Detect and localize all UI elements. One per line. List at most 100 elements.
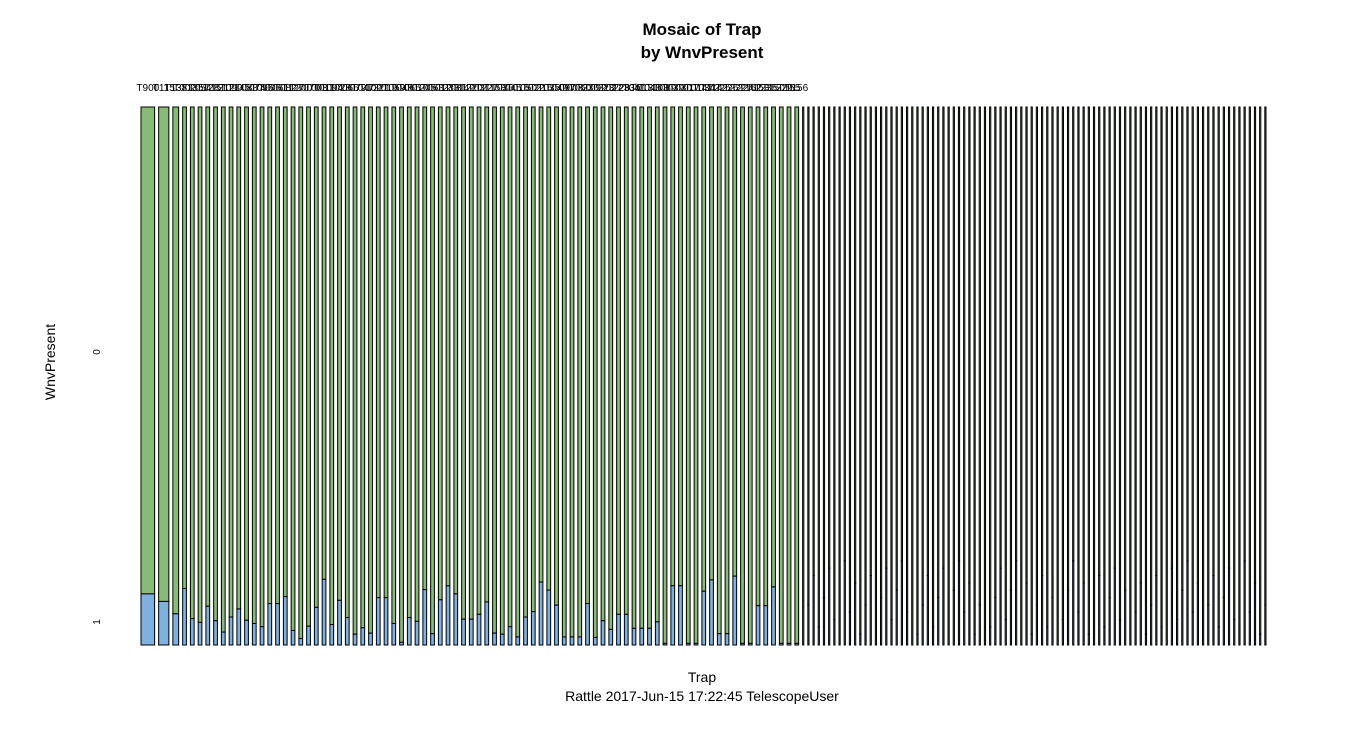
mosaic-tile-level-1 [360,627,366,646]
trap-tick-label: T028 [328,83,351,94]
mosaic-tile-level-0 [406,106,412,619]
mosaic-tile-level-1 [1113,567,1116,646]
trap-tick-label: T066 [336,83,359,94]
mosaic-tile-level-0 [337,106,342,601]
mosaic-tile-level-0 [1243,106,1246,562]
trap-tick-label: T229 [770,83,793,94]
mosaic-tile-level-0 [623,106,629,615]
mosaic-tile-level-0 [1201,106,1205,646]
mosaic-tile-level-1 [859,633,862,646]
mosaic-tile-level-0 [1087,106,1090,635]
trap-tick-label: T054 [189,83,212,94]
mosaic-tile-level-0 [937,106,940,599]
mosaic-tile-level-0 [569,106,575,638]
mosaic-tile-level-1 [337,599,342,646]
trap-tick-label: T235 [754,83,777,94]
trap-tick-label: T061 [266,83,289,94]
mosaic-tile-level-0 [685,106,691,644]
mosaic-tile-level-0 [422,106,428,591]
y-level-0-label: 0 [92,349,103,355]
mosaic-tile-level-1 [275,603,280,646]
mosaic-tile-level-0 [1004,106,1007,621]
mosaic-tile-level-0 [716,106,722,635]
mosaic-tile-level-0 [989,106,992,628]
trap-tick-label: T043 [638,83,661,94]
mosaic-tile-level-0 [507,106,513,628]
mosaic-tile-level-0 [445,106,451,587]
mosaic-tile-level-1 [1009,589,1013,646]
mosaic-tile-level-1 [561,636,567,646]
trap-tick-label: T010 [406,83,429,94]
mosaic-tile-level-1 [807,604,810,646]
trap-tick-label: T030 [669,83,692,94]
mosaic-tile-level-1 [197,621,203,646]
mosaic-tile-level-0 [1066,106,1070,591]
trap-tick-label: T162 [739,83,762,94]
mosaic-tile-level-1 [461,618,466,646]
mosaic-tile-level-1 [1248,611,1251,646]
mosaic-tile-level-1 [391,622,397,646]
mosaic-tile-level-0 [1098,106,1101,577]
mosaic-tile-level-0 [1077,106,1080,613]
mosaic-tile-level-1 [499,633,505,646]
mosaic-tile-level-1 [623,613,629,646]
mosaic-tile-level-0 [1165,106,1168,646]
mosaic-tile-level-0 [1191,106,1194,613]
trap-tick-label: T003 [305,83,328,94]
mosaic-tile-level-1 [763,605,769,646]
mosaic-tile-level-1 [1253,582,1257,646]
mosaic-tile-level-1 [1217,626,1220,646]
mosaic-tile-level-0 [290,106,296,631]
mosaic-tile-level-1 [926,575,929,646]
mosaic-tile-level-0 [854,106,857,584]
mosaic-tile-level-0 [329,106,335,626]
mosaic-tile-level-1 [1118,619,1122,646]
mosaic-tile-level-1 [290,629,296,646]
mosaic-tile-level-0 [251,106,257,624]
mosaic-tile-level-0 [275,106,280,605]
mosaic-tile-level-0 [600,106,606,622]
mosaic-tile-level-1 [1004,619,1007,646]
mosaic-tile-level-0 [476,106,482,615]
mosaic-tile-level-0 [957,106,961,562]
trap-tick-label: T014 [685,83,708,94]
mosaic-tile-level-1 [890,619,893,646]
chart-caption: Rattle 2017-Jun-15 17:22:45 TelescopeUse… [565,688,839,704]
trap-tick-label: T097 [553,83,576,94]
mosaic-tile-level-0 [282,106,288,598]
mosaic-tile-level-1 [732,575,738,646]
mosaic-tile-level-1 [854,582,857,646]
mosaic-tile-level-0 [616,106,621,615]
mosaic-tile-level-0 [1051,106,1054,599]
mosaic-tile-level-0 [1259,106,1262,635]
mosaic-tile-level-0 [771,106,776,588]
mosaic-tile-level-0 [880,106,883,599]
trap-tick-label: T079 [344,83,367,94]
mosaic-tile-level-1 [189,618,195,646]
mosaic-tile-level-1 [1072,560,1075,646]
mosaic-tile-level-0 [978,106,981,606]
mosaic-tile-level-0 [1009,106,1013,591]
trap-tick-label: T092 [584,83,607,94]
mosaic-tile-level-1 [375,597,381,646]
trap-tick-label: T034 [692,83,715,94]
mosaic-tile-level-0 [1056,106,1059,646]
mosaic-tile-level-0 [662,106,668,644]
mosaic-tile-level-0 [538,106,544,583]
mosaic-tile-level-0 [1072,106,1075,562]
mosaic-tile-level-0 [375,106,381,599]
mosaic-tile-level-1 [437,599,443,646]
trap-tick-label: T039 [661,83,684,94]
mosaic-tile-level-0 [1264,106,1267,606]
mosaic-tile-level-1 [848,611,852,646]
trap-tick-label: T216 [530,83,553,94]
mosaic-tile-level-0 [740,106,745,644]
mosaic-tile-level-0 [182,106,187,590]
trap-tick-label: T155 [778,83,801,94]
mosaic-tile-level-0 [678,106,683,587]
mosaic-tile-level-0 [1176,106,1179,621]
mosaic-tile-level-0 [1248,106,1251,613]
trap-tick-label: T045 [499,83,522,94]
trap-tick-label: T145 [227,83,250,94]
mosaic-tile-level-1 [662,642,668,646]
